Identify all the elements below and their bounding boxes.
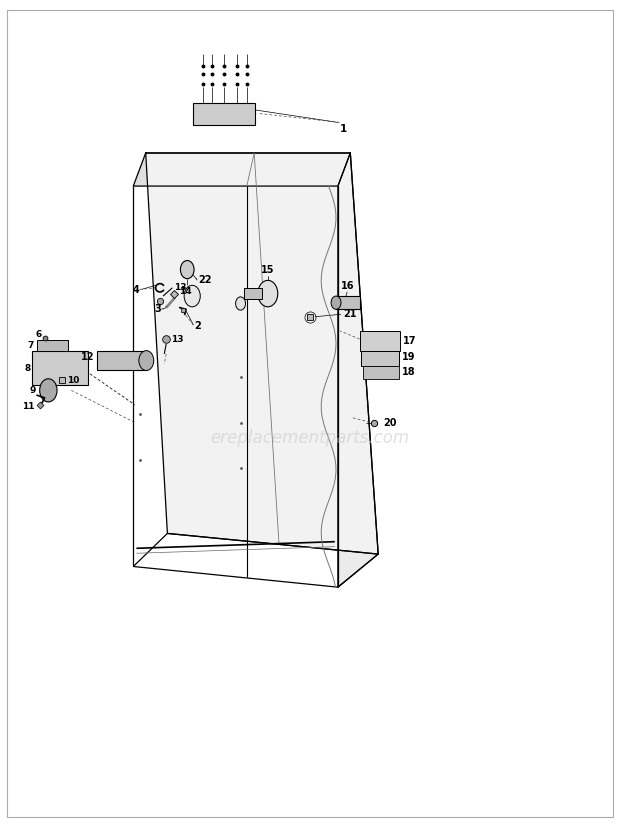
Text: 21: 21: [343, 309, 356, 319]
Polygon shape: [338, 153, 378, 587]
Bar: [193, 103, 255, 125]
Text: 6: 6: [36, 330, 42, 338]
Bar: [363, 366, 399, 379]
Text: 14: 14: [179, 287, 191, 295]
Text: 15: 15: [261, 265, 275, 275]
Text: 12: 12: [81, 352, 94, 362]
Bar: [336, 296, 360, 309]
Circle shape: [236, 297, 246, 310]
Text: 3: 3: [154, 304, 161, 314]
Text: 16: 16: [340, 281, 354, 291]
Polygon shape: [133, 153, 350, 186]
Text: ereplacementparts.com: ereplacementparts.com: [210, 429, 410, 447]
Circle shape: [184, 285, 200, 307]
Text: 17: 17: [403, 336, 417, 346]
Text: 20: 20: [383, 418, 397, 428]
Text: 7: 7: [28, 342, 34, 350]
Bar: [244, 288, 262, 299]
Text: 13: 13: [174, 284, 186, 292]
Circle shape: [139, 351, 154, 370]
Circle shape: [258, 280, 278, 307]
Text: 11: 11: [22, 403, 34, 411]
Circle shape: [40, 379, 57, 402]
Bar: [360, 331, 400, 351]
Bar: [32, 351, 88, 385]
Bar: [37, 340, 68, 351]
Text: 18: 18: [402, 367, 415, 377]
Text: 10: 10: [67, 376, 79, 385]
Circle shape: [331, 296, 341, 309]
Text: 9: 9: [30, 386, 36, 394]
Text: 4: 4: [133, 285, 140, 295]
Text: 19: 19: [402, 352, 415, 362]
Text: 1: 1: [340, 124, 347, 134]
Circle shape: [180, 261, 194, 279]
Text: 13: 13: [171, 335, 184, 343]
Text: 2: 2: [195, 321, 202, 331]
Polygon shape: [146, 153, 378, 554]
Text: 22: 22: [198, 275, 212, 285]
Text: 8: 8: [25, 364, 31, 372]
Bar: [97, 351, 146, 370]
Bar: [361, 351, 399, 366]
